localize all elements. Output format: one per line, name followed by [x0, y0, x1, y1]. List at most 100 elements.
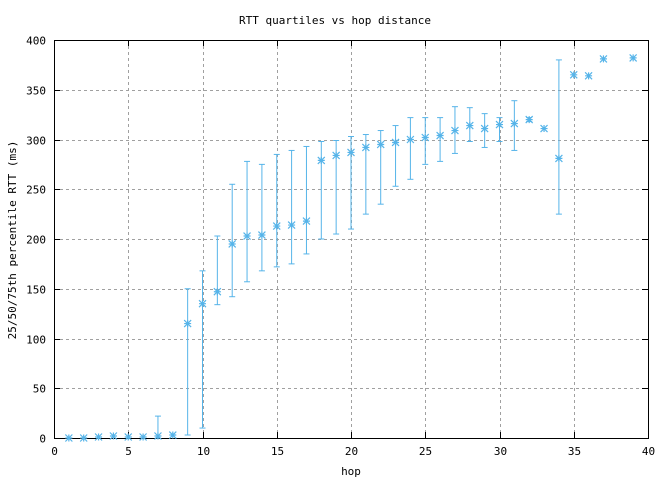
data-point: [302, 145, 311, 255]
star-marker: [183, 319, 192, 328]
star-marker: [584, 71, 593, 80]
x-tick-label: 40: [642, 445, 655, 458]
star-marker: [361, 143, 370, 152]
star-marker: [332, 151, 341, 160]
star-marker: [272, 222, 281, 230]
star-marker: [109, 432, 118, 440]
chart-title: RTT quartiles vs hop distance: [239, 14, 431, 27]
y-tick-label: 400: [26, 35, 46, 48]
star-marker: [94, 433, 103, 441]
data-point: [154, 415, 162, 440]
y-tick-label: 300: [26, 135, 46, 148]
star-marker: [554, 154, 563, 163]
data-point: [525, 115, 534, 124]
data-point: [495, 117, 504, 142]
data-point: [554, 59, 563, 215]
star-marker: [569, 70, 578, 79]
data-point: [436, 117, 445, 162]
star-marker: [451, 126, 459, 135]
star-marker: [510, 119, 519, 128]
data-point: [510, 100, 519, 151]
data-point: [228, 183, 237, 298]
star-marker: [124, 433, 133, 441]
star-marker: [406, 135, 415, 144]
x-tick-label: 35: [568, 445, 581, 458]
data-point: [540, 124, 548, 133]
star-marker: [302, 217, 311, 226]
x-axis-label: hop: [341, 465, 361, 478]
data-point: [317, 140, 326, 240]
x-tick-label: 5: [125, 445, 132, 458]
plot-frame: [54, 40, 649, 439]
x-tick-label: 30: [494, 445, 507, 458]
y-tick-label: 150: [26, 284, 46, 297]
star-marker: [391, 138, 400, 147]
star-marker: [421, 133, 430, 142]
data-point: [287, 149, 296, 265]
data-point: [480, 113, 489, 148]
y-axis-label: 25/50/75th percentile RTT (ms): [6, 141, 19, 340]
data-point: [213, 235, 222, 306]
data-point: [391, 125, 400, 187]
y-tick-label: 50: [33, 383, 46, 396]
data-point: [406, 117, 415, 180]
x-tick-label: 10: [197, 445, 210, 458]
star-marker: [540, 124, 548, 133]
star-marker: [79, 434, 88, 442]
data-point: [376, 130, 385, 205]
x-tick-label: 25: [419, 445, 432, 458]
data-point: [198, 270, 207, 429]
star-marker: [376, 140, 385, 149]
data-point: [168, 431, 177, 439]
star-marker: [213, 287, 222, 296]
star-marker: [287, 221, 296, 229]
data-point: [584, 71, 593, 80]
data-point: [569, 70, 578, 79]
star-marker: [243, 232, 251, 240]
star-marker: [347, 148, 355, 157]
star-marker: [436, 131, 445, 140]
data-point: [347, 136, 355, 230]
star-marker: [198, 299, 207, 308]
x-tick-label: 0: [51, 445, 58, 458]
data-point: [272, 153, 281, 268]
data-point: [183, 288, 192, 436]
data-point: [599, 54, 608, 63]
data-point: [139, 433, 148, 441]
star-marker: [525, 115, 534, 124]
star-marker: [465, 121, 474, 130]
y-tick-label: 250: [26, 184, 46, 197]
data-point: [243, 160, 251, 283]
star-marker: [154, 432, 162, 440]
star-marker: [599, 54, 608, 63]
data-marks: [64, 53, 638, 442]
star-marker: [168, 431, 177, 439]
star-marker: [480, 124, 489, 133]
y-tick-label: 100: [26, 334, 46, 347]
data-point: [332, 139, 341, 235]
data-point: [421, 117, 430, 165]
star-marker: [257, 231, 266, 239]
star-marker: [629, 53, 638, 62]
data-point: [109, 432, 118, 440]
star-marker: [495, 120, 504, 129]
x-tick-label: 15: [271, 445, 284, 458]
data-point: [451, 106, 459, 154]
star-marker: [317, 156, 326, 165]
y-tick-label: 200: [26, 234, 46, 247]
data-point: [64, 434, 73, 442]
data-point: [79, 434, 88, 442]
x-tick-label: 20: [345, 445, 358, 458]
y-tick-label: 0: [39, 433, 46, 446]
star-marker: [64, 434, 73, 442]
star-marker: [139, 433, 148, 441]
data-point: [94, 433, 103, 441]
data-point: [465, 107, 474, 142]
data-point: [124, 433, 133, 441]
star-marker: [228, 240, 237, 248]
data-point: [361, 134, 370, 215]
y-tick-label: 350: [26, 85, 46, 98]
